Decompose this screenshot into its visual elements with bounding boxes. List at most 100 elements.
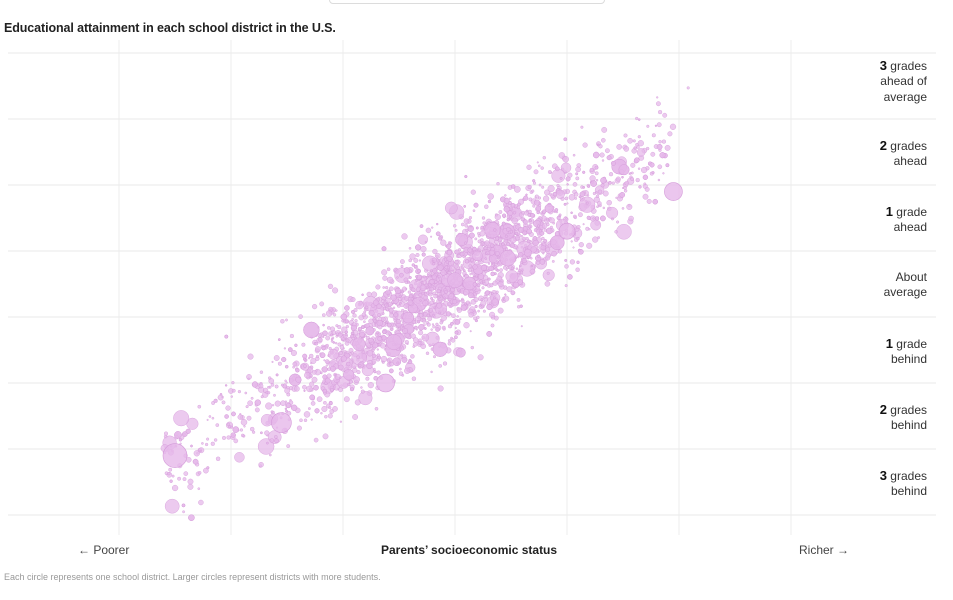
district-point: [608, 180, 612, 185]
district-point: [476, 283, 481, 288]
district-point: [578, 249, 584, 255]
district-point: [421, 333, 430, 342]
district-point: [323, 359, 326, 362]
district-point: [494, 213, 501, 221]
district-point: [167, 472, 171, 476]
district-point: [377, 312, 381, 317]
district-point: [401, 308, 405, 313]
district-point: [226, 435, 231, 440]
district-point: [643, 182, 647, 186]
district-point: [246, 415, 252, 421]
district-point: [385, 303, 388, 306]
district-point: [308, 357, 311, 360]
district-point: [172, 484, 179, 492]
district-point: [169, 479, 173, 483]
district-point: [392, 306, 396, 309]
district-point: [512, 211, 517, 215]
district-point: [437, 295, 441, 299]
district-point: [582, 223, 585, 226]
district-point: [507, 210, 513, 216]
district-point: [389, 360, 392, 363]
district-point: [578, 195, 582, 199]
district-point: [477, 239, 482, 244]
district-point: [411, 263, 415, 267]
district-point: [332, 341, 335, 344]
district-point: [496, 275, 503, 282]
district-point: [340, 355, 347, 362]
district-point: [173, 410, 190, 427]
district-point: [322, 433, 329, 440]
district-point: [456, 307, 463, 313]
district-point: [415, 244, 422, 251]
district-point: [254, 407, 260, 413]
district-point: [473, 297, 479, 303]
district-point: [442, 361, 448, 366]
district-point: [472, 264, 478, 270]
district-point: [418, 259, 421, 262]
district-point: [333, 384, 340, 391]
district-point: [585, 201, 589, 205]
district-point: [434, 252, 441, 259]
district-point: [518, 269, 522, 273]
district-point: [269, 438, 274, 443]
district-point: [419, 299, 422, 302]
district-point: [185, 428, 191, 434]
district-point: [489, 311, 496, 318]
district-point: [463, 289, 470, 296]
district-point: [614, 230, 618, 234]
district-point: [657, 109, 663, 115]
district-point: [420, 281, 424, 284]
district-point: [431, 323, 435, 326]
district-point: [444, 265, 449, 270]
district-point: [361, 293, 364, 296]
district-point: [552, 191, 558, 197]
district-point: [491, 298, 499, 306]
district-point: [401, 233, 408, 240]
district-point: [516, 205, 521, 210]
chart-title: Educational attainment in each school di…: [4, 21, 336, 35]
district-point: [565, 176, 571, 182]
district-point: [493, 228, 497, 232]
district-point: [537, 224, 541, 228]
district-point: [522, 219, 529, 225]
district-point: [505, 269, 519, 283]
district-point: [519, 264, 522, 268]
district-point: [313, 437, 319, 443]
district-point: [361, 312, 367, 317]
district-point: [430, 235, 433, 238]
district-point: [479, 289, 482, 292]
district-point: [407, 299, 414, 306]
district-point: [474, 304, 478, 308]
x-axis-title: Parents’ socioeconomic status: [381, 543, 558, 557]
district-point: [314, 346, 321, 352]
district-point: [426, 286, 429, 289]
district-point: [401, 286, 407, 292]
district-point: [480, 298, 484, 301]
district-point: [306, 385, 313, 393]
district-point: [432, 268, 438, 274]
district-point: [182, 477, 187, 481]
district-point: [576, 260, 580, 264]
district-point: [314, 341, 319, 346]
district-point: [502, 296, 505, 300]
district-point: [174, 431, 182, 439]
district-point: [237, 414, 244, 420]
district-point: [187, 483, 194, 490]
district-point: [232, 426, 240, 433]
district-point: [576, 236, 580, 241]
district-point: [345, 325, 349, 329]
district-point: [295, 376, 302, 383]
district-point: [244, 391, 248, 395]
district-point: [219, 393, 223, 396]
district-point: [640, 166, 648, 174]
district-point: [215, 456, 221, 461]
district-point: [543, 239, 548, 244]
district-point-large: [162, 443, 188, 468]
district-point: [251, 381, 259, 388]
district-point: [328, 346, 332, 351]
district-point: [592, 236, 599, 243]
district-point: [594, 216, 600, 221]
district-point: [463, 218, 470, 224]
district-point: [210, 441, 215, 446]
district-point: [362, 335, 365, 338]
